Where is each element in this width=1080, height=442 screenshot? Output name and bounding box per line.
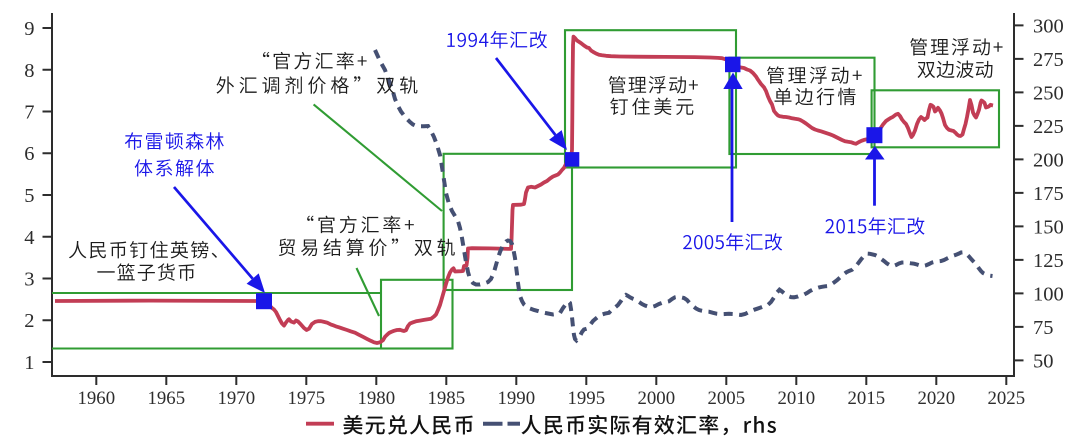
svg-text:1970: 1970 bbox=[218, 388, 256, 409]
svg-text:7: 7 bbox=[24, 102, 34, 124]
svg-text:9: 9 bbox=[24, 18, 34, 40]
svg-text:3: 3 bbox=[24, 269, 34, 291]
svg-text:300: 300 bbox=[1033, 15, 1064, 37]
svg-text:250: 250 bbox=[1033, 82, 1064, 104]
svg-text:2: 2 bbox=[24, 310, 34, 332]
svg-text:75: 75 bbox=[1033, 317, 1054, 339]
svg-text:2020: 2020 bbox=[918, 388, 956, 409]
svg-text:1990: 1990 bbox=[498, 388, 536, 409]
svg-text:1995: 1995 bbox=[568, 388, 606, 409]
svg-text:2005: 2005 bbox=[708, 388, 746, 409]
svg-text:5: 5 bbox=[24, 185, 34, 207]
svg-text:50: 50 bbox=[1033, 350, 1054, 372]
svg-text:225: 225 bbox=[1033, 116, 1064, 138]
svg-text:8: 8 bbox=[24, 60, 34, 82]
svg-text:125: 125 bbox=[1033, 250, 1064, 272]
svg-text:1965: 1965 bbox=[148, 388, 186, 409]
svg-text:1975: 1975 bbox=[288, 388, 326, 409]
svg-text:2025: 2025 bbox=[988, 388, 1026, 409]
svg-text:200: 200 bbox=[1033, 149, 1064, 171]
svg-text:150: 150 bbox=[1033, 216, 1064, 238]
svg-text:175: 175 bbox=[1033, 183, 1064, 205]
svg-text:2015: 2015 bbox=[848, 388, 886, 409]
svg-text:2000: 2000 bbox=[638, 388, 676, 409]
svg-text:275: 275 bbox=[1033, 49, 1064, 71]
svg-text:2010: 2010 bbox=[778, 388, 816, 409]
svg-text:1960: 1960 bbox=[78, 388, 116, 409]
svg-text:1980: 1980 bbox=[358, 388, 396, 409]
svg-text:1985: 1985 bbox=[428, 388, 466, 409]
svg-text:1: 1 bbox=[24, 352, 34, 374]
svg-text:100: 100 bbox=[1033, 283, 1064, 305]
svg-text:6: 6 bbox=[24, 143, 34, 165]
svg-text:4: 4 bbox=[24, 227, 34, 249]
